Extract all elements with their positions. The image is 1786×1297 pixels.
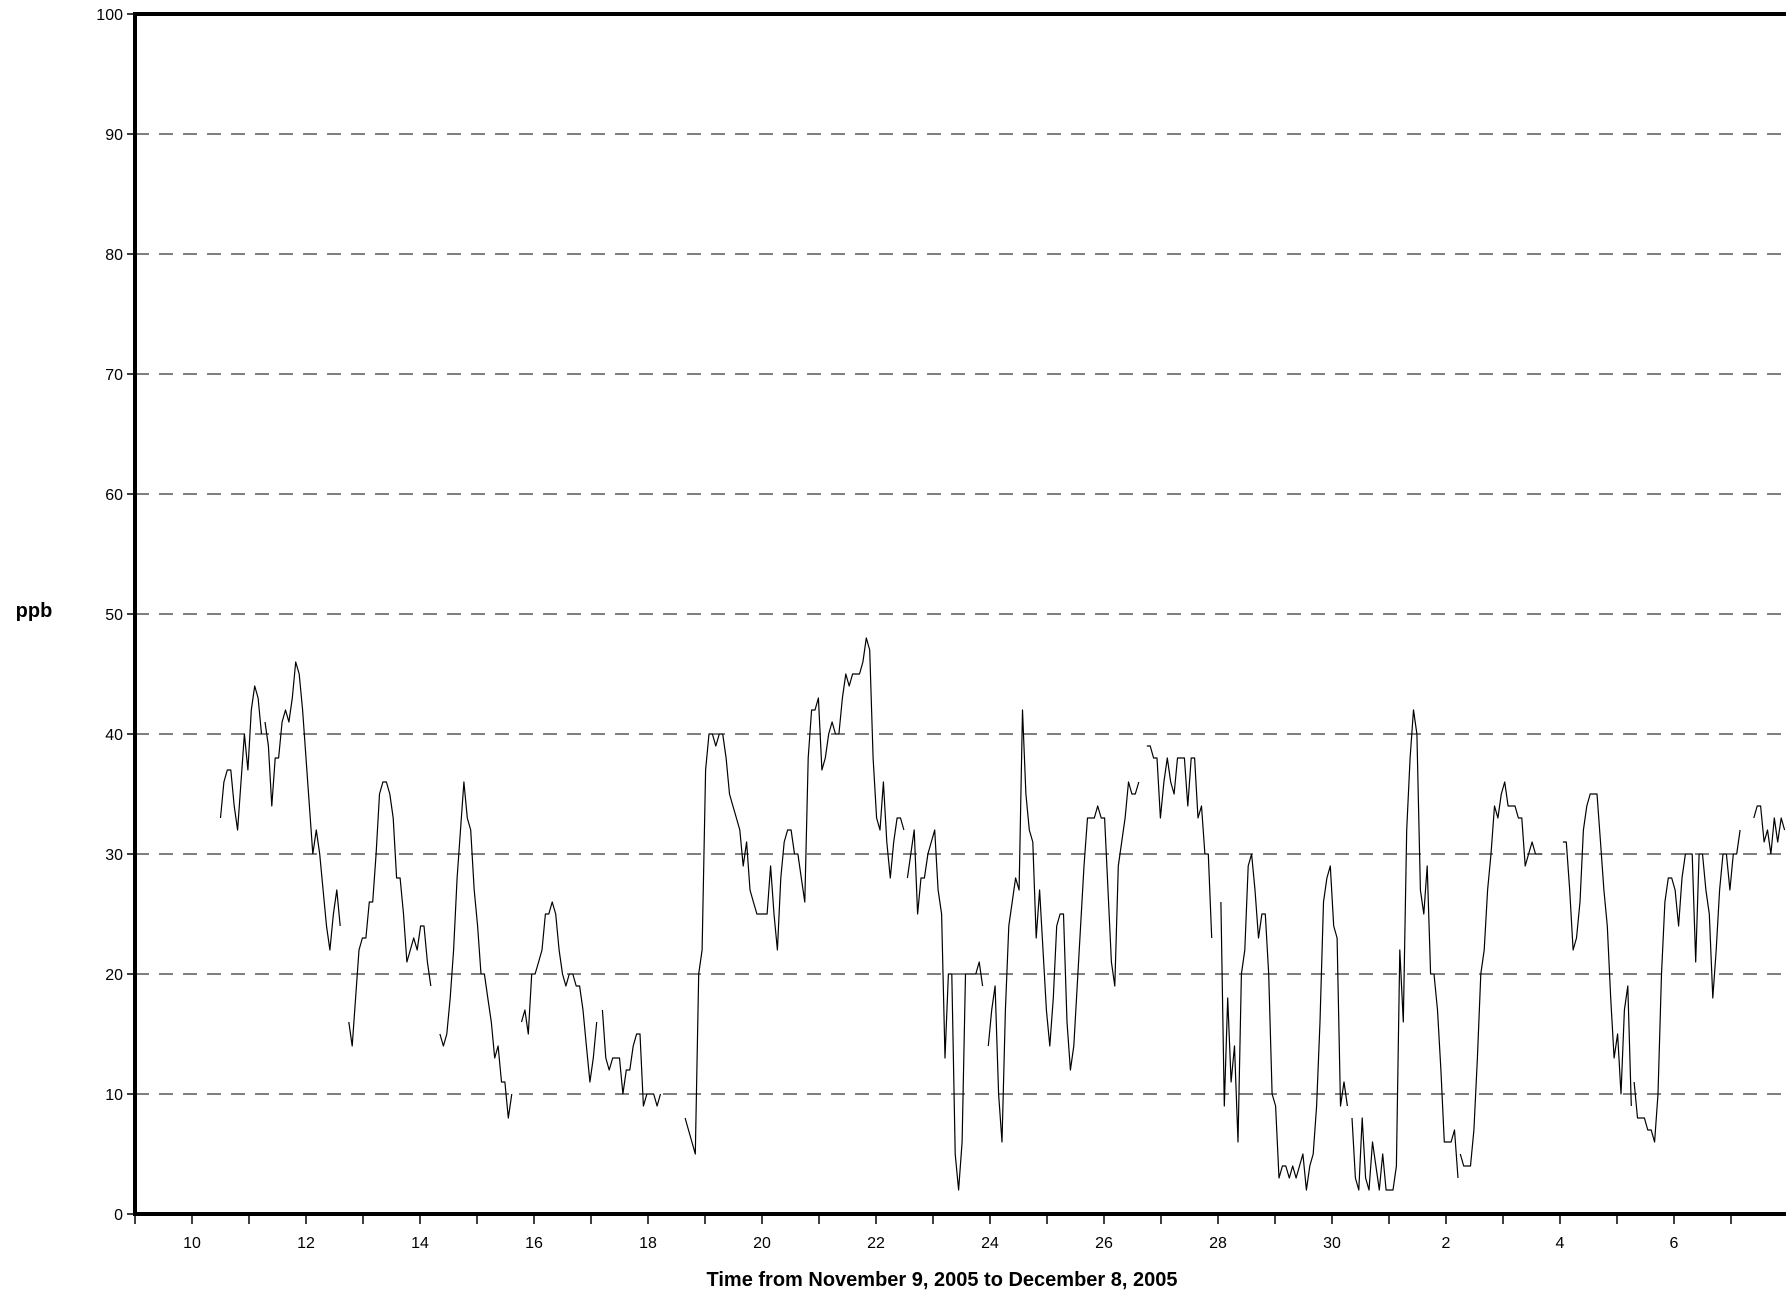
series-0-segment-14 (1633, 829, 1741, 1143)
y-tick-label-100: 100 (96, 7, 123, 24)
y-axis-ticks: 0 10 20 30 40 50 60 70 80 90 100 (96, 7, 135, 1224)
x-tick-label-2-23: 2 (1442, 1235, 1451, 1252)
series-0-segment-9 (1146, 745, 1213, 939)
x-tick-label-30-21: 30 (1323, 1235, 1341, 1252)
series-0-segment-5 (601, 1009, 662, 1107)
y-tick-label-80: 80 (105, 247, 123, 264)
y-tick-label-20: 20 (105, 967, 123, 984)
series-lines (219, 637, 1786, 1191)
x-tick-label-20-11: 20 (753, 1235, 771, 1252)
y-tick-label-10: 10 (105, 1087, 123, 1104)
y-gridlines (135, 133, 1786, 1095)
y-tick-label-50: 50 (105, 607, 123, 624)
x-tick-label-26-17: 26 (1095, 1235, 1113, 1252)
series-0-segment-15 (1753, 805, 1786, 855)
y-tick-label-60: 60 (105, 487, 123, 504)
x-tick-label-4-25: 4 (1556, 1235, 1565, 1252)
x-tick-label-22-13: 22 (867, 1235, 885, 1252)
series-0-segment-6 (684, 637, 905, 1155)
x-tick-label-16-7: 16 (525, 1235, 543, 1252)
series-0-segment-4 (520, 901, 598, 1083)
y-tick-label-30: 30 (105, 847, 123, 864)
x-axis-ticks: 10 12 14 16 18 20 22 24 26 28 30 2 4 6 (134, 1214, 1732, 1252)
y-tick-label-40: 40 (105, 727, 123, 744)
y-tick-label-90: 90 (105, 127, 123, 144)
series-0-segment-12 (1459, 781, 1543, 1167)
y-axis-label: ppb (16, 600, 53, 622)
x-tick-label-6-27: 6 (1670, 1235, 1679, 1252)
x-tick-label-28-19: 28 (1209, 1235, 1227, 1252)
x-tick-label-18-9: 18 (639, 1235, 657, 1252)
x-tick-label-10-1: 10 (183, 1235, 201, 1252)
y-tick-label-70: 70 (105, 367, 123, 384)
series-0-segment-1 (264, 661, 341, 951)
series-0-segment-10 (1220, 853, 1348, 1191)
x-tick-label-14-5: 14 (411, 1235, 429, 1252)
series-0-segment-3 (439, 781, 513, 1119)
series-0-segment-11 (1351, 709, 1459, 1191)
series-0-segment-8 (987, 709, 1140, 1143)
series-0-segment-0 (219, 685, 263, 831)
series-0-segment-7 (906, 829, 984, 1191)
series-0-segment-13 (1562, 793, 1632, 1107)
x-tick-label-24-15: 24 (981, 1235, 999, 1252)
y-tick-label-0: 0 (114, 1207, 123, 1224)
x-tick-label-12-3: 12 (297, 1235, 315, 1252)
series-0-segment-2 (348, 781, 432, 1047)
x-axis-label: Time from November 9, 2005 to December 8… (707, 1269, 1178, 1291)
